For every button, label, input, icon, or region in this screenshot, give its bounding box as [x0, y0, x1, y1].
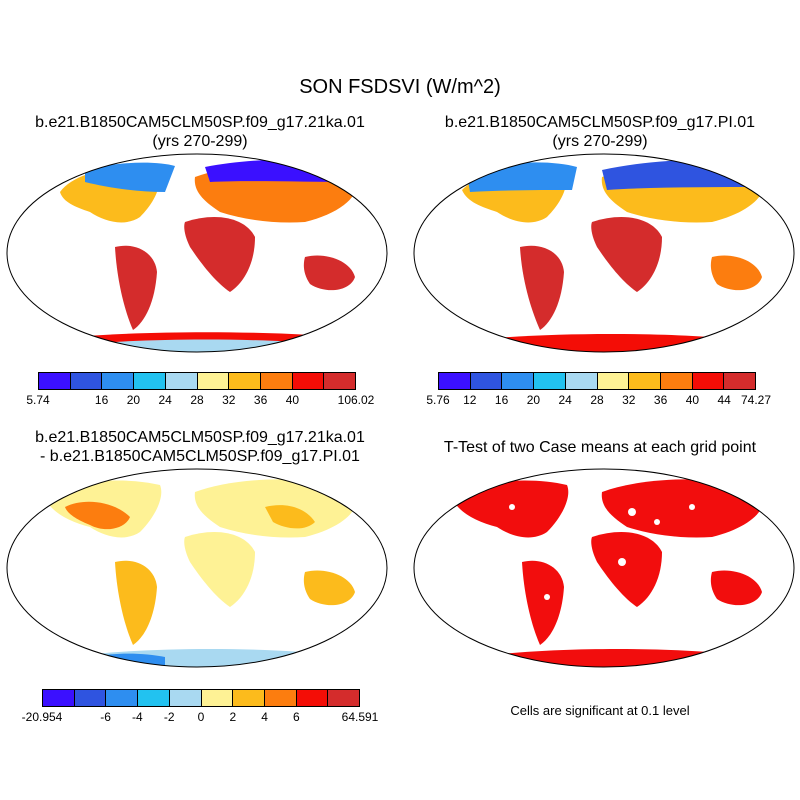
colorbar-tick-label: 36 [653, 393, 668, 407]
colorbar-tick-label: 28 [590, 393, 604, 407]
colorbar-pi [438, 372, 756, 390]
colorbar-tick-label: 24 [158, 393, 172, 407]
colorbar-tick-label: 36 [253, 393, 268, 407]
colorbar-swatch [470, 373, 503, 389]
colorbar-swatch [197, 373, 230, 389]
significance-note: Cells are significant at 0.1 level [510, 703, 690, 718]
panel-2-title: b.e21.B1850CAM5CLM50SP.f09_g17.PI.01 (yr… [400, 113, 800, 151]
colorbar-21ka [38, 372, 356, 390]
colorbar-swatch [629, 373, 661, 389]
panel-3-title: b.e21.B1850CAM5CLM50SP.f09_g17.21ka.01 -… [0, 428, 400, 466]
panel-2-title-line1: b.e21.B1850CAM5CLM50SP.f09_g17.PI.01 [444, 114, 756, 131]
colorbar-tick-label: 64.591 [341, 710, 379, 724]
panel-1-title-line1: b.e21.B1850CAM5CLM50SP.f09_g17.21ka.01 [35, 114, 365, 131]
panel-4-title: T-Test of two Case means at each grid po… [443, 439, 757, 456]
colorbar-swatch [169, 690, 202, 706]
colorbar-swatch [260, 373, 293, 389]
colorbar-tick-label: 20 [126, 393, 141, 407]
map-panel-ttest [413, 468, 795, 668]
colorbar-swatch [296, 690, 329, 706]
map-panel-21ka [6, 153, 388, 353]
colorbar-swatch [39, 373, 71, 389]
colorbar-tick-label: 24 [558, 393, 572, 407]
colorbar-tick-label: 40 [285, 393, 300, 407]
panel-3-title-line1: b.e21.B1850CAM5CLM50SP.f09_g17.21ka.01 [35, 429, 365, 446]
colorbar-swatch [534, 373, 566, 389]
colorbar-tick-label: 20 [526, 393, 541, 407]
colorbar-swatch [70, 373, 103, 389]
map-difference-fill [7, 469, 387, 667]
colorbar-swatch [597, 373, 630, 389]
map-ttest-fill [414, 469, 794, 667]
colorbar-swatch [74, 690, 107, 706]
colorbar-swatch [165, 373, 198, 389]
colorbar-tick-label: -20.954 [21, 710, 63, 724]
map-21ka-fill [7, 154, 387, 352]
colorbar-tick-label: 28 [190, 393, 204, 407]
colorbar-swatch [264, 690, 297, 706]
colorbar-tick-label: 106.02 [337, 393, 375, 407]
panel-1-title-line2: (yrs 270-299) [152, 133, 248, 150]
colorbar-swatch [324, 373, 356, 389]
figure-title: SON FSDSVI (W/m^2) [299, 76, 501, 98]
colorbar-swatch [660, 373, 693, 389]
colorbar-swatch [138, 690, 170, 706]
map-panel-pi [413, 153, 795, 353]
panel-2-title-line2: (yrs 270-299) [552, 133, 648, 150]
colorbar-tick-label: 5.76 [426, 393, 450, 407]
colorbar-tick-label: 44 [717, 393, 731, 407]
colorbar-swatch [233, 690, 265, 706]
colorbar-swatch [201, 690, 234, 706]
colorbar-tick-label: 40 [685, 393, 700, 407]
panel-3-title-line2: - b.e21.B1850CAM5CLM50SP.f09_g17.PI.01 [40, 448, 360, 465]
colorbar-swatch [565, 373, 598, 389]
colorbar-tick-label: 32 [222, 393, 236, 407]
colorbar-tick-label: -6 [100, 710, 111, 724]
colorbar-swatch [106, 690, 139, 706]
colorbar-swatch [134, 373, 166, 389]
colorbar-tick-label: 0 [197, 710, 205, 724]
colorbar-swatch [692, 373, 725, 389]
colorbar-swatch [102, 373, 135, 389]
panel-1-title: b.e21.B1850CAM5CLM50SP.f09_g17.21ka.01 (… [0, 113, 400, 151]
colorbar-tick-label: -4 [132, 710, 143, 724]
colorbar-swatch [724, 373, 756, 389]
colorbar-tick-label: -2 [163, 710, 175, 724]
colorbar-swatch [229, 373, 261, 389]
colorbar-difference [42, 689, 360, 707]
colorbar-swatch [43, 690, 75, 706]
colorbar-tick-label: 2 [229, 710, 237, 724]
colorbar-swatch [328, 690, 360, 706]
colorbar-tick-label: 16 [494, 393, 509, 407]
map-pi-fill [414, 154, 794, 352]
colorbar-tick-label: 5.74 [26, 393, 50, 407]
colorbar-swatch [292, 373, 325, 389]
map-panel-difference [6, 468, 388, 668]
colorbar-tick-label: 74.27 [740, 393, 772, 407]
colorbar-tick-label: 4 [261, 710, 268, 724]
colorbar-tick-label: 12 [463, 393, 477, 407]
colorbar-tick-label: 32 [622, 393, 636, 407]
colorbar-tick-label: 6 [293, 710, 300, 724]
colorbar-swatch [439, 373, 471, 389]
colorbar-swatch [502, 373, 535, 389]
colorbar-tick-label: 16 [94, 393, 109, 407]
